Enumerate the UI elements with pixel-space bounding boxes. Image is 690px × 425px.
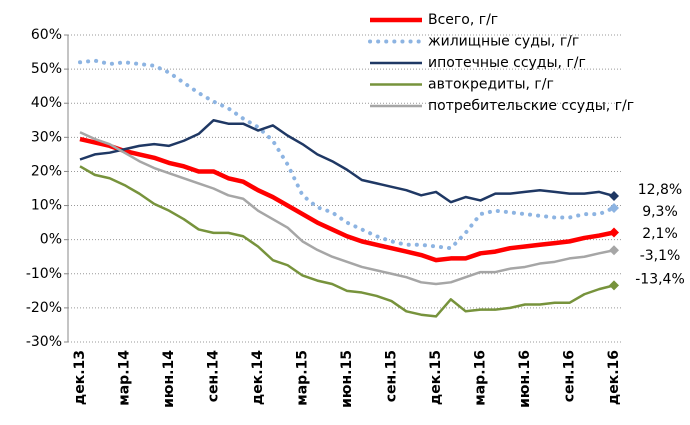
y-tick-label: 60% <box>31 27 62 43</box>
end-marker <box>609 191 619 202</box>
y-tick-label: 0% <box>40 232 62 248</box>
legend-label: ипотечные ссуды, г/г <box>428 55 586 71</box>
data-label: 9,3% <box>642 204 678 220</box>
data-label: -13,4% <box>635 271 685 287</box>
y-tick-label: 20% <box>31 163 62 179</box>
legend-label: Всего, г/г <box>428 12 498 28</box>
y-tick-label: 40% <box>31 95 62 111</box>
y-tick-label: -30% <box>26 334 62 350</box>
y-tick-label: 50% <box>31 61 62 77</box>
legend-label: жилищные суды, г/г <box>428 34 579 50</box>
x-tick-label: июн.15 <box>339 350 355 408</box>
y-tick-label: 30% <box>31 129 62 145</box>
x-tick-label: июн.14 <box>161 350 177 408</box>
series-line <box>79 165 615 318</box>
x-tick-label: мар.14 <box>117 350 133 406</box>
y-tick-label: 10% <box>31 198 62 214</box>
data-label: 2,1% <box>642 226 678 242</box>
legend-label: автокредиты, г/г <box>428 77 554 93</box>
end-marker <box>609 202 619 213</box>
series-line <box>79 136 615 263</box>
x-tick-label: дек.13 <box>72 350 88 405</box>
end-marker <box>609 280 619 291</box>
x-tick-label: дек.15 <box>428 350 444 405</box>
x-tick-label: сен.14 <box>206 350 222 403</box>
series-line <box>79 131 615 286</box>
x-tick-label: сен.15 <box>384 350 400 402</box>
end-marker <box>609 245 619 256</box>
x-tick-label: сен.16 <box>562 350 578 402</box>
x-tick-label: мар.16 <box>473 350 489 406</box>
x-tick-label: дек.16 <box>606 350 622 405</box>
y-tick-label: -20% <box>26 300 62 316</box>
series-line <box>78 58 616 251</box>
data-label: 12,8% <box>638 182 682 198</box>
legend-label: потребительские ссуды, г/г <box>428 98 634 114</box>
x-tick-label: дек.14 <box>250 350 266 405</box>
y-tick-label: -10% <box>26 266 62 282</box>
x-tick-label: мар.15 <box>295 350 311 406</box>
end-marker <box>609 227 619 238</box>
x-tick-label: июн.16 <box>517 350 533 408</box>
data-label: -3,1% <box>640 248 681 264</box>
series-line <box>79 119 615 204</box>
